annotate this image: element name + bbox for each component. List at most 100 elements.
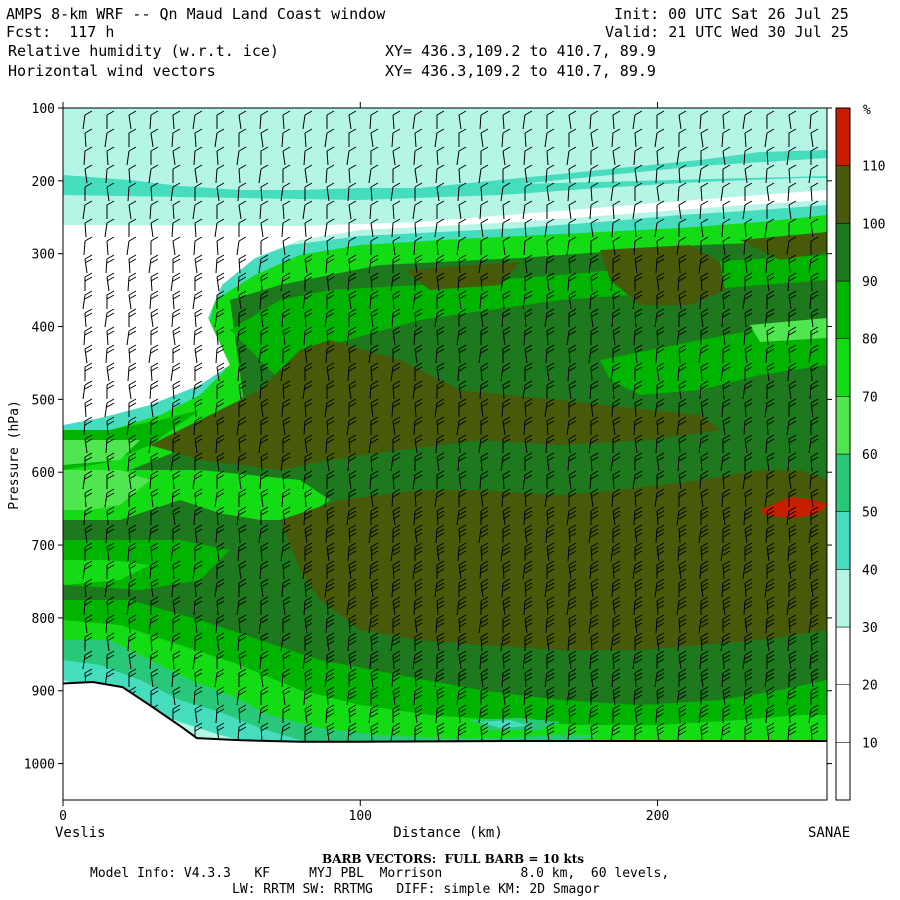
- wind-barb-feather: [348, 604, 357, 610]
- wind-barb-feather: [392, 636, 401, 642]
- wind-barb-feather: [788, 380, 797, 386]
- wind-barb-feather: [612, 546, 621, 552]
- wind-barb-staff: [193, 240, 196, 256]
- wind-barb-feather: [502, 546, 511, 552]
- wind-barb-feather: [590, 452, 599, 458]
- wind-barb: [127, 272, 137, 292]
- wind-barb: [654, 128, 665, 148]
- wind-barb-feather: [282, 416, 291, 422]
- wind-barb-feather: [260, 560, 269, 566]
- wind-barb: [348, 308, 357, 327]
- wind-barb-feather: [810, 676, 819, 682]
- wind-barb: [700, 722, 709, 742]
- wind-barb: [524, 218, 533, 238]
- wind-barb-feather: [128, 294, 137, 300]
- wind-barb-feather: [150, 218, 159, 224]
- wind-barb-feather: [524, 614, 533, 620]
- wind-barb-feather: [766, 402, 775, 408]
- wind-barb-feather: [766, 290, 775, 296]
- wind-barb-feather: [810, 348, 819, 354]
- wind-barb-staff: [260, 636, 263, 652]
- wind-barb-feather: [568, 290, 577, 296]
- wind-barb-feather: [590, 550, 599, 556]
- wind-barb-feather: [150, 524, 159, 530]
- wind-barb-feather: [172, 542, 181, 548]
- wind-barb-staff: [699, 114, 702, 130]
- wind-barb-feather: [524, 600, 533, 606]
- wind-barb-feather: [612, 506, 621, 512]
- wind-barb: [612, 326, 621, 346]
- wind-barb-feather: [590, 694, 599, 700]
- wind-barb-feather: [194, 654, 203, 660]
- wind-barb-staff: [610, 546, 614, 562]
- wind-barb-feather: [502, 128, 511, 134]
- wind-barb-staff: [172, 114, 175, 130]
- wind-barb-staff: [567, 636, 570, 652]
- wind-barb: [214, 128, 225, 148]
- wind-barb: [656, 686, 665, 706]
- colorbar-swatch: [835, 280, 851, 339]
- wind-barb: [392, 236, 401, 256]
- wind-barb-staff: [193, 420, 196, 436]
- wind-barb: [744, 362, 753, 381]
- wind-barb: [106, 542, 115, 562]
- wind-barb-staff: [148, 258, 152, 274]
- wind-barb-feather: [788, 582, 797, 588]
- wind-barb-feather: [260, 290, 269, 296]
- wind-barb-feather: [304, 560, 313, 566]
- wind-barb-feather: [392, 488, 401, 494]
- wind-barb: [744, 704, 753, 724]
- wind-barb-feather: [700, 546, 709, 552]
- wind-barb-feather: [722, 542, 731, 548]
- wind-barb-feather: [678, 654, 687, 660]
- wind-barb-staff: [326, 276, 330, 292]
- wind-barb-feather: [370, 470, 379, 476]
- wind-barb-feather: [524, 582, 533, 588]
- wind-barb-feather: [150, 416, 159, 422]
- wind-barb-feather: [436, 622, 445, 628]
- wind-barb-feather: [304, 690, 313, 696]
- wind-barb: [722, 344, 731, 363]
- wind-barb-feather: [590, 614, 599, 620]
- wind-barb-feather: [788, 182, 797, 188]
- wind-barb-feather: [590, 600, 599, 606]
- wind-barb-feather: [392, 528, 401, 534]
- wind-barb-feather: [634, 236, 643, 242]
- colorbar-swatch: [835, 165, 851, 224]
- wind-barb-feather: [216, 276, 225, 282]
- wind-barb-staff: [194, 438, 198, 454]
- wind-barb-feather: [722, 366, 731, 372]
- wind-barb-staff: [348, 348, 351, 364]
- wind-barb-feather: [260, 330, 269, 336]
- wind-barb-feather: [546, 344, 555, 350]
- wind-barb-feather: [458, 344, 467, 350]
- wind-barb-staff: [721, 312, 724, 328]
- wind-barb-staff: [787, 366, 790, 382]
- wind-barb-staff: [545, 348, 548, 364]
- wind-barb-feather: [84, 290, 93, 296]
- wind-barb-feather: [414, 276, 423, 282]
- wind-barb: [150, 182, 159, 202]
- wind-barb-feather: [436, 640, 445, 646]
- wind-barb-feather: [282, 492, 291, 498]
- wind-barb-feather: [128, 452, 137, 458]
- wind-barb: [414, 218, 423, 238]
- wind-barb-feather: [194, 452, 203, 458]
- wind-barb-feather: [502, 362, 511, 368]
- wind-barb-feather: [634, 258, 643, 264]
- wind-barb-feather: [744, 658, 753, 664]
- wind-barb-feather: [260, 470, 269, 476]
- wind-barb-feather: [810, 416, 819, 422]
- wind-barb-feather: [788, 694, 797, 700]
- wind-barb-staff: [348, 168, 351, 184]
- wind-barb-feather: [436, 272, 445, 278]
- wind-barb-feather: [612, 568, 621, 574]
- wind-barb-feather: [788, 586, 797, 592]
- wind-barb: [590, 398, 599, 418]
- wind-barb: [302, 200, 313, 220]
- wind-barb-feather: [216, 546, 225, 552]
- wind-barb-feather: [546, 182, 555, 188]
- wind-barb: [216, 596, 225, 616]
- wind-barb: [303, 236, 313, 256]
- wind-barb-feather: [502, 110, 511, 116]
